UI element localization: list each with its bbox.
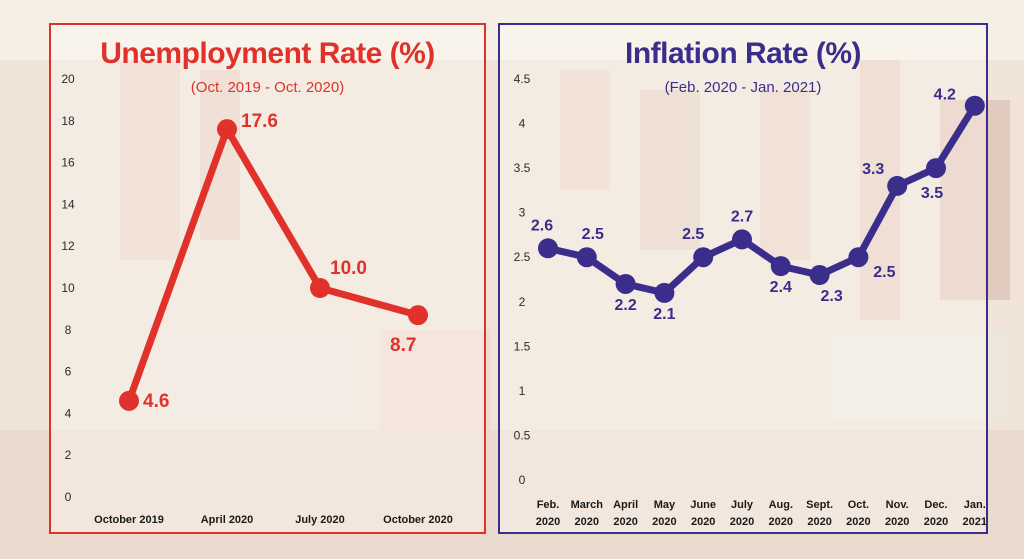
inflation-data-point <box>887 175 908 196</box>
unemployment-chart-subtitle: (Oct. 2019 - Oct. 2020) <box>190 79 345 96</box>
unemployment-ytick-label: 14 <box>61 197 75 211</box>
inflation-ytick-label: 2.5 <box>514 250 531 264</box>
inflation-xtick-label: April 2020 <box>613 499 638 528</box>
inflation-data-label: 4.2 <box>934 87 956 104</box>
inflation-xtick-label: Oct. 2020 <box>846 499 870 528</box>
inflation-data-point <box>693 247 714 268</box>
inflation-ytick-label: 0.5 <box>514 428 531 442</box>
unemployment-data-label: 17.6 <box>241 111 278 132</box>
unemployment-series-line <box>125 125 422 405</box>
inflation-ytick-label: 3.5 <box>514 161 531 175</box>
inflation-data-label: 2.3 <box>820 288 842 305</box>
inflation-xtick-label: Sept. 2020 <box>806 499 833 528</box>
inflation-xtick-label: Jan. 2021 <box>963 499 987 528</box>
inflation-data-label: 2.7 <box>731 208 753 225</box>
inflation-ytick-label: 3 <box>519 206 526 220</box>
inflation-data-label: 2.6 <box>531 217 553 234</box>
inflation-data-point <box>615 273 636 294</box>
unemployment-ytick-label: 6 <box>65 365 72 379</box>
inflation-data-point <box>538 238 558 259</box>
inflation-ytick-label: 1.5 <box>514 339 531 353</box>
inflation-data-point <box>732 229 752 250</box>
unemployment-data-point <box>119 390 139 411</box>
unemployment-ytick-label: 0 <box>65 490 72 504</box>
inflation-data-point <box>770 256 791 277</box>
inflation-data-label: 2.5 <box>582 226 604 243</box>
unemployment-xtick-label: October 2020 <box>383 514 453 526</box>
inflation-data-label: 2.1 <box>653 306 675 323</box>
unemployment-xtick-label: April 2020 <box>201 514 254 526</box>
unemployment-ytick-label: 8 <box>65 323 72 337</box>
unemployment-ytick-label: 12 <box>61 239 75 253</box>
unemployment-chart-title: Unemployment Rate (%) <box>100 37 435 70</box>
inflation-data-point <box>809 265 830 286</box>
inflation-xtick-label: Dec. 2020 <box>924 499 948 528</box>
unemployment-xtick-label: October 2019 <box>94 514 164 526</box>
unemployment-ytick-label: 10 <box>61 281 75 295</box>
unemployment-chart-panel <box>49 23 486 534</box>
inflation-xtick-label: June 2020 <box>690 499 716 528</box>
inflation-xtick-label: May 2020 <box>652 499 676 528</box>
inflation-ytick-label: 4 <box>519 117 526 131</box>
inflation-ytick-label: 4.5 <box>514 72 531 86</box>
inflation-xtick-label: July 2020 <box>730 499 754 528</box>
inflation-data-point <box>926 158 946 179</box>
unemployment-data-label: 4.6 <box>143 391 169 412</box>
unemployment-data-label: 10.0 <box>330 258 367 279</box>
inflation-xtick-label: March 2020 <box>571 499 604 528</box>
inflation-data-label: 3.5 <box>921 185 943 202</box>
unemployment-data-point <box>310 278 330 298</box>
inflation-chart-title: Inflation Rate (%) <box>625 37 862 70</box>
inflation-data-label: 2.4 <box>770 279 792 296</box>
inflation-data-label: 2.5 <box>682 226 704 243</box>
inflation-series-line <box>544 102 979 297</box>
unemployment-ytick-label: 2 <box>65 448 72 462</box>
inflation-chart-panel <box>498 23 988 534</box>
inflation-data-point <box>654 282 675 303</box>
inflation-ytick-label: 1 <box>519 384 526 398</box>
inflation-data-label: 2.5 <box>873 264 895 281</box>
inflation-chart-subtitle: (Feb. 2020 - Jan. 2021) <box>664 79 822 96</box>
unemployment-data-point <box>408 305 428 326</box>
unemployment-data-point <box>217 119 237 140</box>
inflation-xtick-label: Aug. 2020 <box>769 499 793 528</box>
unemployment-ytick-label: 16 <box>61 156 75 170</box>
unemployment-ytick-label: 4 <box>65 406 72 420</box>
inflation-data-label: 2.2 <box>614 297 636 314</box>
inflation-ytick-label: 0 <box>519 473 526 487</box>
unemployment-data-label: 8.7 <box>390 335 416 356</box>
inflation-data-point <box>964 95 985 116</box>
inflation-ytick-label: 2 <box>519 295 526 309</box>
inflation-data-point <box>576 247 597 268</box>
inflation-data-point <box>848 247 869 268</box>
inflation-xtick-label: Nov. 2020 <box>885 499 909 528</box>
unemployment-ytick-label: 18 <box>61 114 75 128</box>
unemployment-ytick-label: 20 <box>61 72 75 86</box>
unemployment-xtick-label: July 2020 <box>295 514 345 526</box>
inflation-xtick-label: Feb. 2020 <box>536 499 560 528</box>
inflation-data-label: 3.3 <box>862 161 884 178</box>
